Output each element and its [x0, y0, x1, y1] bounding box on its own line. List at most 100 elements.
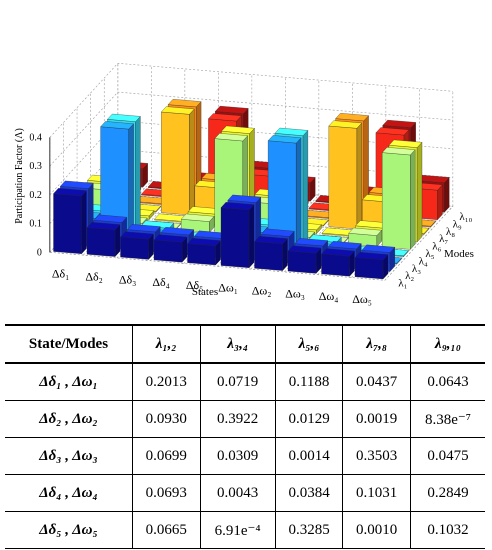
bar-side-face [444, 177, 450, 213]
bar-top-face [126, 224, 161, 233]
table-row-label: Δδ₄ , Δω₄ [5, 474, 133, 512]
table-row: Δδ₅ , Δω₅ 0.0665 6.91e⁻⁴ 0.3285 0.0010 0… [5, 511, 485, 549]
chart-labels: 0 0.1 0.2 0.3 0.4 Δδ₁ Δδ₂ Δδ₃ Δδ₄ Δδ₅ Δω₁ Δω₂ Δω₃ Δω₄… [29, 132, 472, 306]
bar-front-face [153, 239, 183, 263]
table-cell: 0.0643 [409, 362, 485, 401]
bar-side-face [410, 149, 416, 250]
table-row-label: Δδ₂ , Δω₂ [5, 400, 133, 438]
bar-top-face [120, 231, 154, 240]
bar-1-mode-1 [53, 188, 87, 255]
bar-top-face [388, 139, 423, 148]
bar-top-face [153, 234, 188, 243]
bar-top-face [214, 133, 249, 142]
bar-front-face [220, 207, 250, 268]
table-cell: 0.3285 [274, 511, 344, 549]
z-tick-label: 0.3 [29, 161, 42, 172]
table-row: Δδ₁ , Δω₁ 0.2013 0.0719 0.1188 0.0437 0.… [5, 362, 485, 401]
bar-top-face [86, 222, 121, 231]
mode-tick-label: λ₉ [453, 218, 462, 230]
state-tick-label: Δδ₃ [119, 272, 137, 286]
z-axis-label: Participation Factor (Λ) [14, 128, 25, 224]
bar-side-face [135, 116, 141, 235]
state-tick-label: Δω₄ [319, 289, 339, 303]
bar-2-mode-1 [86, 222, 121, 257]
z-tick-label: 0.2 [29, 190, 42, 201]
table-cell: 0.0019 [342, 400, 411, 438]
table-cell: 0.0384 [274, 474, 344, 512]
table-cell: 0.1188 [274, 362, 344, 401]
table-row-label: Δδ₃ , Δω₃ [5, 437, 133, 475]
mode-tick-label: λ₃ [412, 263, 421, 275]
bar-5-mode-1 [187, 238, 221, 266]
bar-top-face [274, 127, 309, 136]
table-header-state: State/Modes [5, 324, 133, 364]
bar-6-mode-1 [220, 202, 255, 269]
table-row: Δδ₃ , Δω₃ 0.0699 0.0309 0.0014 0.3503 0.… [5, 437, 485, 475]
mode-tick-label: λ₁ [398, 278, 407, 290]
chart-gridline [384, 206, 454, 281]
bar-front-face [53, 193, 82, 254]
z-tick-label: 0 [37, 247, 42, 258]
table-cell: 0.0693 [131, 474, 201, 512]
table-cell: 0.0699 [131, 437, 201, 475]
table-cell: 0.0043 [199, 474, 276, 512]
bar-8-mode-1 [287, 245, 322, 274]
bar-front-face [187, 243, 216, 266]
bar-top-face [93, 214, 128, 223]
table-cell: 0.0437 [342, 362, 411, 401]
state-tick-label: Δω₅ [352, 292, 372, 306]
table-header-mode: λ₇,₈ [342, 324, 411, 364]
bar-front-face [354, 257, 384, 280]
bar-top-face [348, 227, 383, 236]
bar-side-face [282, 238, 288, 271]
y-axis-label: Modes [444, 248, 474, 260]
table-cell: 0.2849 [409, 474, 485, 512]
table-cell: 0.0665 [131, 511, 201, 549]
state-tick-label: Δδ₁ [52, 267, 70, 281]
bar-side-face [437, 184, 443, 221]
mode-tick-label: λ₇ [439, 233, 448, 245]
bar-top-face [214, 105, 249, 114]
mode-tick-label: λ₅ [425, 248, 434, 260]
state-tick-label: Δδ₄ [152, 275, 170, 289]
bar-top-face [382, 119, 417, 128]
bar-top-face [321, 248, 355, 257]
mode-tick-label: λ₆ [432, 241, 441, 253]
bar-side-face [114, 224, 121, 257]
mode-tick-label: λ₂ [405, 270, 414, 282]
bar-top-face [335, 113, 369, 122]
bar-top-face [375, 127, 410, 136]
bar-front-face [86, 227, 116, 257]
table-cell: 0.0010 [342, 511, 411, 549]
bar-side-face [296, 137, 302, 257]
bar-top-face [167, 99, 202, 108]
table-row: Δδ₄ , Δω₄ 0.0693 0.0043 0.0384 0.1031 0.… [5, 474, 485, 512]
bar-3-mode-1 [120, 231, 154, 260]
mode-tick-label: λ₈ [446, 226, 455, 238]
bar-side-face [248, 204, 255, 269]
bar-top-face [208, 113, 242, 122]
table-header-mode: λ₉,₁₀ [409, 324, 485, 364]
table-row-label: Δδ₁ , Δω₁ [5, 362, 133, 401]
bar-top-face [381, 147, 416, 156]
table-header-row: State/Modes λ₁,₂ λ₃,₄ λ₅,₆ λ₇,₈ λ₉,₁₀ [5, 324, 485, 364]
state-tick-label: Δδ₅ [186, 278, 204, 292]
bar-front-face [254, 241, 283, 271]
x-axis-label: States [192, 286, 218, 298]
chart-gridline [49, 252, 385, 281]
bar-7-mode-1 [254, 236, 288, 271]
mode-tick-label: λ₄ [419, 255, 428, 267]
table-header-mode: λ₃,₄ [199, 324, 276, 364]
chart-gridline [49, 91, 453, 167]
participation-factor-table: State/Modes λ₁,₂ λ₃,₄ λ₅,₆ λ₇,₈ λ₉,₁₀ Δδ… [5, 324, 485, 549]
bar-top-face [254, 236, 288, 245]
bar-top-face [220, 202, 255, 211]
bar-front-face [120, 236, 149, 260]
bar-top-face [187, 238, 221, 247]
table-cell: 0.1031 [342, 474, 411, 512]
bar-10-mode-1 [354, 252, 389, 280]
bar-top-face [100, 121, 134, 130]
table-cell: 0.0930 [131, 400, 201, 438]
bar-3-mode-7 [160, 106, 195, 216]
table-cell: 0.2013 [131, 362, 201, 401]
